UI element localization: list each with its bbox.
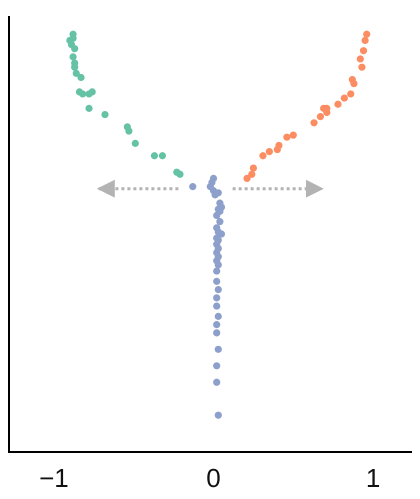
- data-point: [273, 145, 281, 154]
- data-point: [217, 230, 226, 238]
- data-point: [310, 119, 318, 127]
- data-point: [189, 183, 197, 191]
- data-point: [248, 170, 256, 178]
- data-point: [101, 110, 109, 119]
- data-point: [213, 294, 221, 302]
- data-point: [213, 362, 221, 370]
- data-point: [214, 411, 222, 419]
- data-point: [350, 80, 358, 88]
- data-point: [69, 53, 77, 61]
- data-point: [214, 286, 222, 294]
- data-point: [213, 378, 221, 386]
- data-point: [214, 261, 222, 269]
- data-point: [213, 329, 221, 337]
- x-tick-label-1: 1: [366, 463, 380, 493]
- data-point: [131, 139, 139, 147]
- data-point: [176, 170, 184, 178]
- data-point: [243, 174, 251, 182]
- series-2: [189, 174, 226, 419]
- data-point: [71, 63, 79, 71]
- data-point: [259, 152, 267, 160]
- data-point: [214, 312, 222, 320]
- data-point: [289, 131, 297, 139]
- data-point: [265, 148, 273, 156]
- data-point: [77, 73, 85, 82]
- data-point: [71, 45, 79, 53]
- data-point: [213, 277, 221, 285]
- data-point: [340, 94, 348, 102]
- data-point: [213, 211, 221, 220]
- data-point: [316, 113, 325, 121]
- data-point: [361, 36, 369, 45]
- x-tick-label-0: 0: [206, 463, 220, 493]
- data-point: [213, 302, 221, 310]
- data-point: [249, 164, 257, 172]
- data-point: [347, 90, 355, 98]
- data-point: [213, 321, 221, 329]
- data-point: [216, 218, 224, 226]
- data-point: [125, 127, 133, 135]
- data-point: [211, 191, 219, 199]
- series-0: [66, 30, 184, 178]
- data-point: [323, 108, 331, 117]
- data-point: [85, 104, 93, 112]
- x-tick-label-neg1: −1: [39, 463, 69, 493]
- data-points: [66, 30, 371, 419]
- data-point: [88, 88, 96, 96]
- data-point: [158, 152, 167, 160]
- x-axis-ticks: −1 0 1: [39, 463, 380, 493]
- data-point: [214, 345, 222, 353]
- data-point: [150, 152, 159, 160]
- data-point: [72, 69, 80, 77]
- data-point: [283, 133, 291, 141]
- data-point: [359, 47, 368, 55]
- data-point: [334, 100, 342, 108]
- data-point: [363, 30, 371, 38]
- data-point: [213, 267, 221, 275]
- data-point: [356, 55, 364, 63]
- data-point: [358, 63, 366, 71]
- data-point: [79, 90, 87, 98]
- series-1: [243, 30, 371, 182]
